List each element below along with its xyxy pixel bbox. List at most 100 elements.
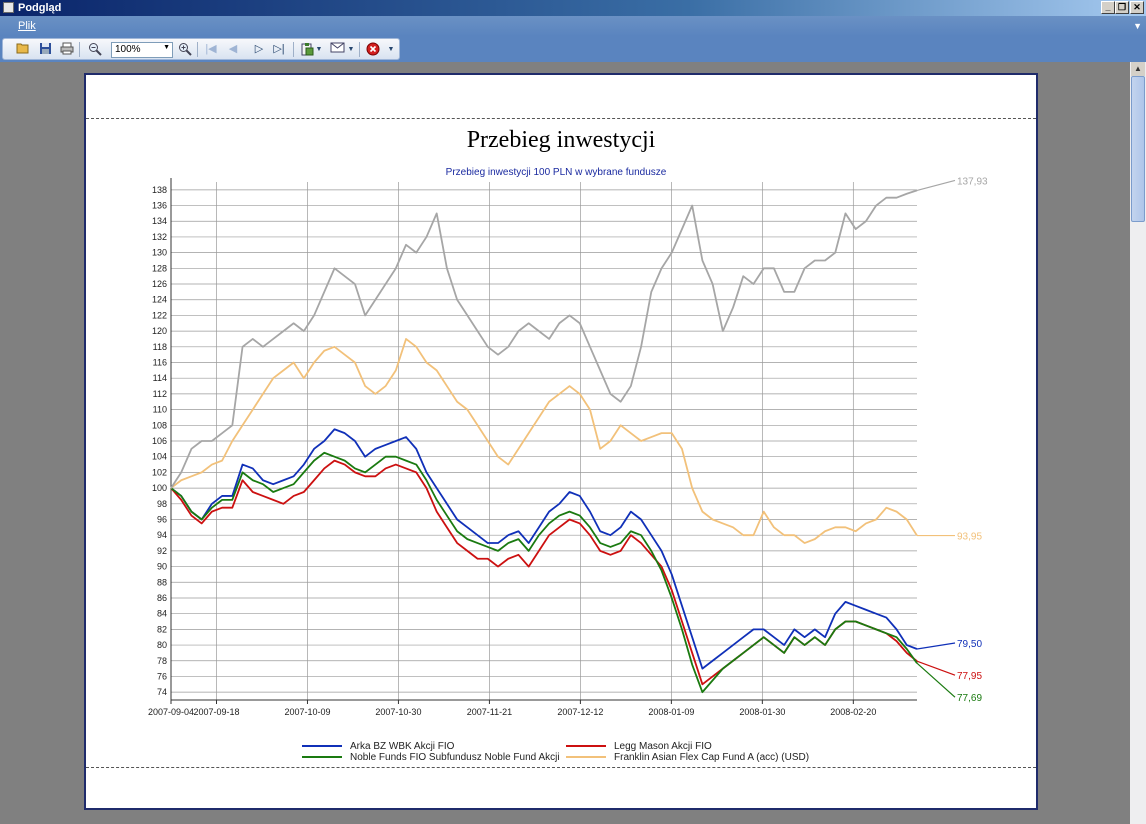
zoom-select[interactable]: 100% ▼ bbox=[111, 42, 173, 58]
toolbar-separator bbox=[293, 42, 294, 57]
y-tick-label: 94 bbox=[157, 530, 167, 540]
y-tick-label: 108 bbox=[152, 420, 167, 430]
zoom-in-icon[interactable] bbox=[177, 42, 193, 57]
x-tick-label: 2008-01-30 bbox=[739, 707, 785, 717]
legend-swatch bbox=[302, 745, 342, 748]
document-page: Przebieg inwestycji Przebieg inwestycji … bbox=[84, 73, 1038, 810]
y-tick-label: 82 bbox=[157, 624, 167, 634]
toolbar: 100% ▼ |◀ ◀ ▷ ▷| ▼ ▼ ▼ bbox=[2, 38, 400, 60]
legend-label: Arka BZ WBK Akcji FIO bbox=[350, 741, 455, 752]
restore-button[interactable]: ❐ bbox=[1115, 1, 1129, 14]
series-line bbox=[170, 428, 918, 670]
minimize-button[interactable]: _ bbox=[1101, 1, 1115, 14]
y-tick-label: 122 bbox=[152, 310, 167, 320]
zoom-value: 100% bbox=[115, 44, 141, 55]
investment-chart: Przebieg inwestycji 100 PLN w wybrane fu… bbox=[148, 167, 988, 717]
print-icon[interactable] bbox=[59, 42, 75, 57]
series-line bbox=[170, 451, 918, 694]
menu-file[interactable]: Plik bbox=[18, 20, 36, 32]
y-tick-label: 112 bbox=[153, 389, 167, 399]
series-line bbox=[170, 338, 918, 544]
app-icon bbox=[3, 2, 14, 13]
end-value-label: 77,95 bbox=[957, 671, 982, 682]
legend-label: Noble Funds FIO Subfundusz Noble Fund Ak… bbox=[350, 752, 560, 763]
close-preview-icon[interactable] bbox=[365, 42, 381, 57]
y-tick-label: 84 bbox=[157, 609, 167, 619]
y-tick-label: 118 bbox=[153, 342, 167, 352]
toolbar-separator bbox=[197, 42, 198, 57]
y-tick-label: 136 bbox=[152, 201, 167, 211]
series-line bbox=[170, 459, 918, 686]
open-icon[interactable] bbox=[15, 42, 31, 57]
y-tick-label: 126 bbox=[152, 279, 167, 289]
end-value-label: 77,69 bbox=[957, 693, 982, 704]
y-tick-label: 120 bbox=[152, 326, 167, 336]
export-icon[interactable] bbox=[299, 42, 315, 57]
series-line bbox=[170, 189, 918, 489]
toolbar-overflow-icon[interactable]: ▼ bbox=[387, 46, 395, 53]
y-tick-label: 92 bbox=[157, 546, 167, 556]
y-tick-label: 128 bbox=[152, 263, 167, 273]
prev-page-icon[interactable]: ◀ bbox=[228, 43, 238, 55]
x-tick-label: 2007-09-18 bbox=[193, 707, 239, 717]
menu-overflow-icon[interactable]: ▼ bbox=[1133, 21, 1142, 31]
end-value-label: 93,95 bbox=[957, 532, 982, 543]
y-tick-label: 106 bbox=[152, 436, 167, 446]
legend-item-franklin: Franklin Asian Flex Cap Fund A (acc) (US… bbox=[566, 752, 809, 763]
end-label-leader bbox=[916, 642, 956, 650]
last-page-icon[interactable]: ▷| bbox=[273, 43, 285, 55]
y-tick-label: 98 bbox=[157, 499, 167, 509]
close-button[interactable]: ✕ bbox=[1130, 1, 1144, 14]
toolbar-separator bbox=[359, 42, 360, 57]
page-header-divider bbox=[86, 118, 1036, 119]
end-label-leader bbox=[916, 662, 956, 698]
first-page-icon[interactable]: |◀ bbox=[205, 43, 217, 55]
document-title: Przebieg inwestycji bbox=[466, 127, 656, 153]
window-title: Podgląd bbox=[18, 2, 62, 14]
y-tick-label: 80 bbox=[157, 640, 167, 650]
legend-swatch bbox=[566, 756, 606, 759]
end-label-leader bbox=[916, 660, 956, 676]
save-icon[interactable] bbox=[37, 42, 53, 57]
x-tick-label: 2007-10-09 bbox=[284, 707, 330, 717]
end-value-label: 79,50 bbox=[957, 639, 982, 650]
chart-subtitle: Przebieg inwestycji 100 PLN w wybrane fu… bbox=[446, 167, 667, 178]
y-tick-label: 114 bbox=[153, 373, 167, 383]
chevron-down-icon: ▼ bbox=[163, 44, 170, 51]
title-bar: Podgląd _ ❐ ✕ bbox=[0, 0, 1146, 16]
vertical-scrollbar[interactable]: ▲ bbox=[1130, 62, 1146, 824]
menu-bar: Plik ▼ bbox=[0, 16, 1146, 36]
y-tick-label: 78 bbox=[157, 656, 167, 666]
legend-swatch bbox=[566, 745, 606, 748]
y-tick-label: 116 bbox=[153, 358, 167, 368]
y-tick-label: 74 bbox=[157, 687, 167, 697]
y-tick-label: 96 bbox=[157, 514, 167, 524]
y-tick-label: 102 bbox=[152, 467, 167, 477]
x-tick-label: 2007-09-04 bbox=[148, 707, 194, 717]
legend-label: Franklin Asian Flex Cap Fund A (acc) (US… bbox=[614, 752, 810, 763]
scroll-up-icon[interactable]: ▲ bbox=[1131, 62, 1145, 76]
email-dropdown-icon[interactable]: ▼ bbox=[347, 46, 355, 53]
y-tick-label: 90 bbox=[157, 562, 167, 572]
x-tick-label: 2007-10-30 bbox=[375, 707, 421, 717]
x-tick-label: 2008-01-09 bbox=[648, 707, 694, 717]
y-tick-label: 138 bbox=[152, 185, 167, 195]
y-tick-label: 134 bbox=[152, 216, 167, 226]
y-tick-label: 124 bbox=[152, 295, 167, 305]
legend-item-noble: Noble Funds FIO Subfundusz Noble Fund Ak… bbox=[302, 752, 560, 763]
y-tick-label: 100 bbox=[152, 483, 167, 493]
scrollbar-thumb[interactable] bbox=[1131, 76, 1145, 222]
page-footer-divider bbox=[86, 767, 1036, 768]
y-tick-label: 76 bbox=[157, 671, 167, 681]
zoom-out-icon[interactable] bbox=[87, 42, 103, 57]
email-icon[interactable] bbox=[329, 42, 345, 57]
y-tick-label: 130 bbox=[152, 248, 167, 258]
legend-item-legg-mason: Legg Mason Akcji FIO bbox=[566, 741, 712, 752]
x-tick-label: 2007-12-12 bbox=[557, 707, 603, 717]
y-tick-label: 88 bbox=[157, 577, 167, 587]
export-dropdown-icon[interactable]: ▼ bbox=[315, 46, 323, 53]
y-tick-label: 86 bbox=[157, 593, 167, 603]
end-label-leader bbox=[916, 179, 956, 191]
end-value-label: 137,93 bbox=[957, 176, 988, 187]
next-page-icon[interactable]: ▷ bbox=[254, 43, 264, 55]
